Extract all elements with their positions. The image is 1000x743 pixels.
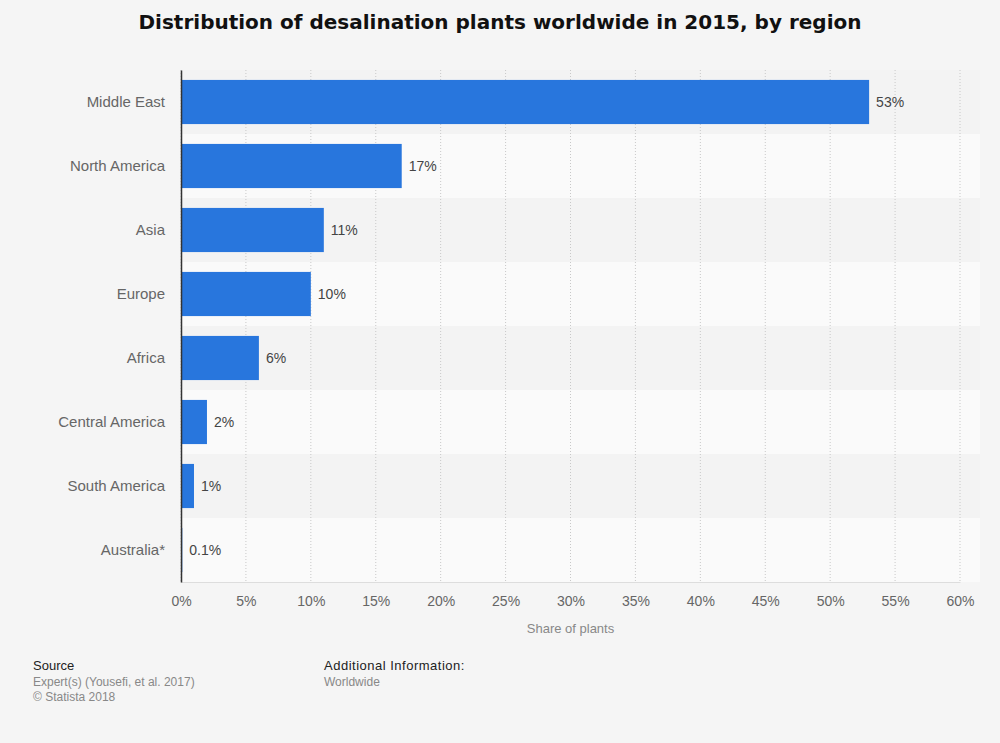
x-tick: 55% — [882, 582, 910, 609]
x-tick: 45% — [752, 582, 780, 609]
x-tick: 35% — [622, 582, 650, 609]
x-tick: 25% — [492, 582, 520, 609]
bar — [181, 400, 207, 444]
data-label: 17% — [409, 158, 437, 174]
grid-line — [765, 70, 766, 582]
grid-line — [440, 70, 441, 582]
x-tick: 50% — [817, 582, 845, 609]
row-stripes — [181, 70, 980, 582]
bar — [181, 208, 324, 252]
y-tick: Asia — [136, 221, 181, 238]
y-tick-label: North America — [70, 157, 166, 174]
bar — [181, 144, 402, 188]
y-tick: North America — [70, 157, 181, 174]
y-tick-label: Australia* — [101, 541, 165, 558]
grid-line — [830, 70, 831, 582]
data-label: 0.1% — [189, 542, 221, 558]
data-label: 2% — [214, 414, 234, 430]
y-tick-label: Africa — [127, 349, 166, 366]
grid-line — [895, 70, 896, 582]
bars — [181, 80, 869, 572]
grid-line — [700, 70, 701, 582]
x-tick: 5% — [236, 582, 256, 609]
y-tick: South America — [67, 477, 181, 494]
y-tick-label: Central America — [58, 413, 165, 430]
row-stripe — [181, 326, 980, 390]
x-tick-label: 30% — [557, 593, 585, 609]
grid-line — [570, 70, 571, 582]
bar — [181, 80, 869, 124]
plot: 0% 5% 10% 15% 20% 25% 30% 35% 40% 45% 50% 55% 60% Mid… — [58, 70, 980, 609]
x-tick-label: 0% — [171, 593, 191, 609]
bar — [181, 272, 311, 316]
x-tick: 15% — [362, 582, 390, 609]
data-label: 10% — [318, 286, 346, 302]
x-tick-label: 50% — [817, 593, 845, 609]
annotation: Expert(s) (Yousefi, et al. 2017) — [33, 675, 195, 689]
grid-line — [505, 70, 506, 582]
x-tick-label: 55% — [882, 593, 910, 609]
grid-line — [635, 70, 636, 582]
x-tick: 20% — [427, 582, 455, 609]
x-tick-label: 15% — [362, 593, 390, 609]
y-tick-label: Europe — [117, 285, 165, 302]
row-stripe — [181, 198, 980, 262]
annotation: © Statista 2018 — [33, 690, 116, 704]
row-stripe — [181, 518, 980, 582]
y-tick-label: Middle East — [87, 93, 166, 110]
data-labels: 53% 17% 11% 10% 6% 2% 1% 0.1% — [189, 94, 904, 558]
data-label: 1% — [201, 478, 221, 494]
x-tick: 30% — [557, 582, 585, 609]
x-tick: 10% — [297, 582, 325, 609]
x-tick-label: 25% — [492, 593, 520, 609]
x-tick-label: 60% — [946, 593, 974, 609]
row-stripe — [181, 262, 980, 326]
y-tick-label: South America — [67, 477, 165, 494]
x-tick-label: 10% — [297, 593, 325, 609]
row-stripe — [181, 390, 980, 454]
chart: Distribution of desalination plants worl… — [0, 0, 1000, 743]
annotation: Source — [33, 658, 74, 673]
y-tick: Central America — [58, 413, 181, 430]
row-stripe — [181, 454, 980, 518]
x-axis: 0% 5% 10% 15% 20% 25% 30% 35% 40% 45% 50% 55% 60% — [171, 582, 974, 609]
data-label: 11% — [331, 222, 358, 238]
annotation: Additional Information: — [324, 658, 465, 673]
background — [0, 0, 1000, 743]
y-tick: Europe — [117, 285, 181, 302]
x-tick: 60% — [946, 582, 974, 609]
grid-line — [181, 70, 182, 582]
x-tick: 40% — [687, 582, 715, 609]
y-tick: Africa — [127, 349, 181, 366]
y-axis: Middle East North America Asia Europe Africa… — [58, 71, 181, 583]
y-tick-label: Asia — [136, 221, 166, 238]
y-tick: Middle East — [87, 93, 181, 110]
row-stripe — [181, 70, 980, 134]
x-tick-label: 45% — [752, 593, 780, 609]
grid — [181, 70, 960, 582]
x-tick-label: 35% — [622, 593, 650, 609]
y-tick: Australia* — [101, 541, 181, 558]
data-label: 6% — [266, 350, 286, 366]
bar — [181, 336, 259, 380]
grid-line — [960, 70, 961, 582]
x-axis-title: Share of plants — [527, 621, 615, 636]
annotation: Worldwide — [324, 675, 380, 689]
bar — [181, 464, 194, 508]
title: Distribution of desalination plants worl… — [139, 10, 862, 34]
x-axis-line — [182, 582, 961, 583]
x-tick-label: 40% — [687, 593, 715, 609]
y-axis-line — [181, 71, 183, 583]
row-stripe — [181, 134, 980, 198]
data-label: 53% — [876, 94, 904, 110]
x-tick-label: 20% — [427, 593, 455, 609]
x-tick: 0% — [171, 582, 191, 609]
x-tick-label: 5% — [236, 593, 256, 609]
